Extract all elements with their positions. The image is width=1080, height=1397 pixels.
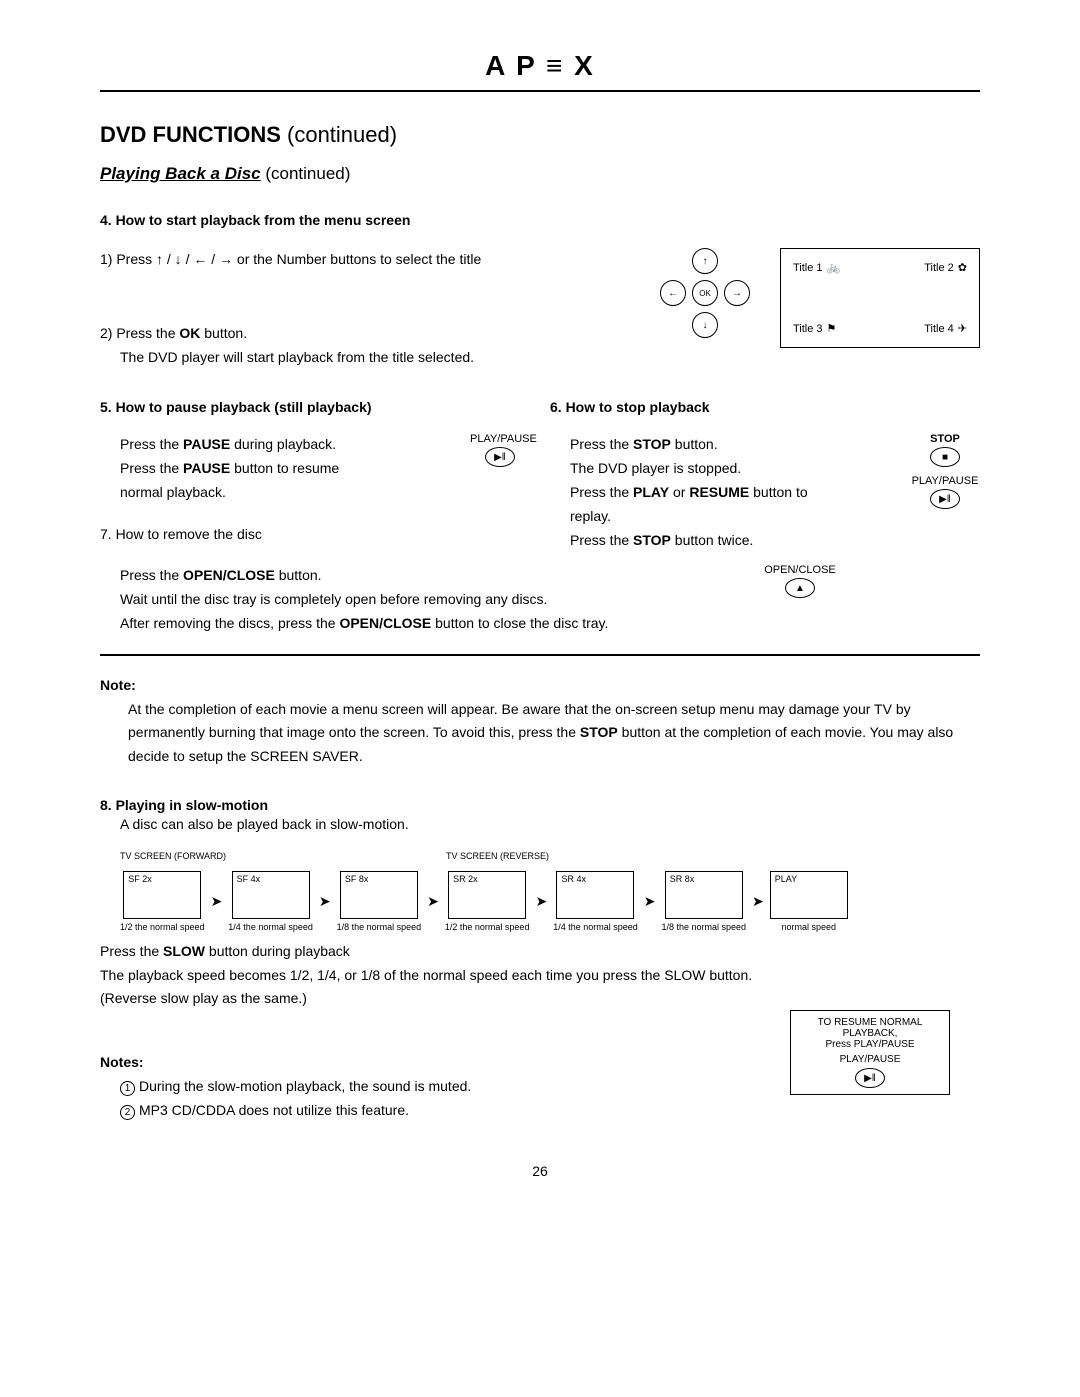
slow-diagram: TV SCREEN (FORWARD) TV SCREEN (REVERSE) … bbox=[120, 851, 980, 932]
s8-intro: A disc can also be played back in slow-m… bbox=[120, 813, 980, 837]
resume-box: TO RESUME NORMAL PLAYBACK, Press PLAY/PA… bbox=[790, 1010, 950, 1095]
flag-icon: ⚑ bbox=[827, 322, 837, 335]
section-title: DVD FUNCTIONS (continued) bbox=[100, 122, 980, 148]
bike-icon: 🚲 bbox=[827, 261, 841, 274]
s5-heading: 5. How to pause playback (still playback… bbox=[100, 399, 530, 415]
s8-body: Press the SLOW button during playback Th… bbox=[100, 940, 980, 1011]
play-pause-icon: PLAY/PAUSE ▶‖ bbox=[470, 433, 530, 504]
s7-heading: 7. How to remove the disc bbox=[100, 523, 530, 547]
header: A P ≡ X bbox=[100, 50, 980, 92]
subtitle: Playing Back a Disc (continued) bbox=[100, 164, 980, 184]
divider bbox=[100, 654, 980, 656]
titles-diagram: Title 1 🚲 Title 2 ✿ Title 3 ⚑ Title 4 ✈ bbox=[780, 248, 980, 348]
stop-play-icons: STOP ■ PLAY/PAUSE ▶‖ bbox=[910, 433, 980, 552]
s8-heading: 8. Playing in slow-motion bbox=[100, 797, 980, 813]
dpad-diagram: ↑ ↓ ← → OK bbox=[650, 248, 760, 338]
dpad-left: ← bbox=[660, 280, 686, 306]
plane-icon: ✈ bbox=[958, 322, 967, 335]
s6-body: Press the STOP button. The DVD player is… bbox=[570, 433, 890, 552]
dpad-down: ↓ bbox=[692, 312, 718, 338]
s5-body: Press the PAUSE during playback. Press t… bbox=[120, 433, 450, 504]
page-number: 26 bbox=[100, 1163, 980, 1179]
open-close-icon: OPEN/CLOSE ▲ bbox=[760, 564, 840, 600]
arrow-icon: ➤ bbox=[211, 893, 223, 910]
note-section: Note: At the completion of each movie a … bbox=[100, 674, 980, 769]
dpad-right: → bbox=[724, 280, 750, 306]
s4-heading: 4. How to start playback from the menu s… bbox=[100, 212, 980, 228]
s4-body: 1) Press ↑ / ↓ / ← / → or the Number but… bbox=[100, 248, 630, 369]
brand-logo: A P ≡ X bbox=[485, 50, 595, 81]
dpad-ok: OK bbox=[692, 280, 718, 306]
flower-icon: ✿ bbox=[958, 261, 967, 274]
dpad-up: ↑ bbox=[692, 248, 718, 274]
s6-heading: 6. How to stop playback bbox=[550, 399, 980, 415]
s7-body: Press the OPEN/CLOSE button. Wait until … bbox=[120, 564, 740, 635]
